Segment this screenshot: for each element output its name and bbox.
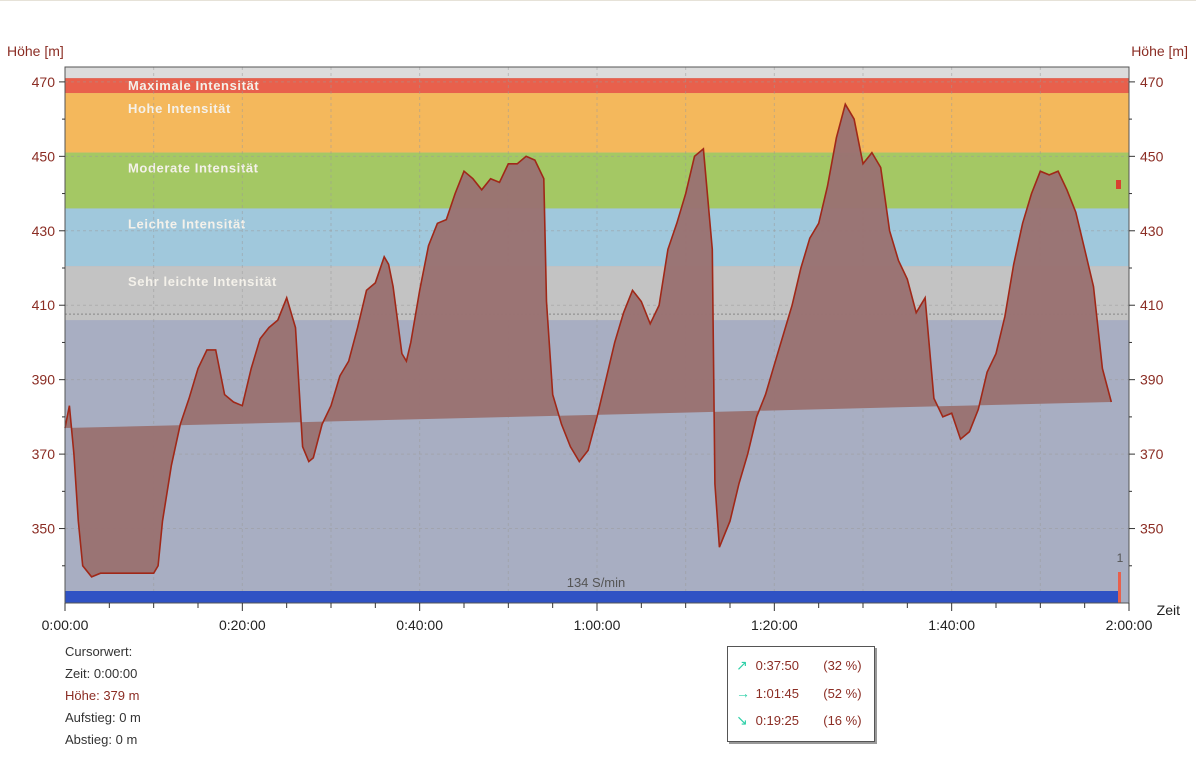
y-tick-label-right: 450 xyxy=(1140,148,1164,164)
intensity-zone xyxy=(65,266,1129,321)
ascent-label: Aufstieg: xyxy=(65,710,116,725)
x-tick-label: 1:00:00 xyxy=(574,617,621,633)
elevation-profile xyxy=(65,104,1112,577)
end-marker xyxy=(1118,572,1121,603)
zone-label: Moderate Intensität xyxy=(128,161,259,176)
y-tick-label-left: 370 xyxy=(32,446,56,462)
plot-top-band xyxy=(65,67,1129,79)
y-tick-label-right: 430 xyxy=(1140,223,1164,239)
time-value: 0:00:00 xyxy=(93,666,138,681)
downhill-percent: (16 %) xyxy=(823,713,862,728)
y-tick-label-right: 350 xyxy=(1140,521,1164,537)
zone-marker xyxy=(1116,180,1121,189)
height-value: 379 m xyxy=(103,688,140,703)
x-tick-label: 2:00:00 xyxy=(1106,617,1153,633)
flat-row: → 1:01:45 (52 %) xyxy=(736,683,862,703)
time-label: Zeit: xyxy=(65,666,91,681)
y-tick-label-left: 450 xyxy=(32,148,56,164)
uphill-row: ↗ 0:37:50 (32 %) xyxy=(736,655,862,675)
flat-time: 1:01:45 xyxy=(755,686,799,701)
downhill-time: 0:19:25 xyxy=(755,713,799,728)
descent-value: 0 m xyxy=(115,732,138,747)
zone-label: Leichte Intensität xyxy=(128,216,246,231)
x-tick-label: 0:00:00 xyxy=(42,617,89,633)
y-tick-label-left: 410 xyxy=(32,297,56,313)
zone-label: Maximale Intensität xyxy=(128,78,259,93)
y-tick-label-right: 470 xyxy=(1140,74,1164,90)
y-tick-label-left: 350 xyxy=(32,521,56,537)
elevation-chart: Maximale Intensität Hohe Intensität Modera… xyxy=(7,43,1188,633)
x-tick-label: 1:40:00 xyxy=(928,617,975,633)
y-tick-label-right: 410 xyxy=(1140,297,1164,313)
uphill-time: 0:37:50 xyxy=(755,658,799,673)
y-axis-label-left: Höhe [m] xyxy=(7,43,64,59)
flat-percent: (52 %) xyxy=(823,686,862,701)
marker-label: 1 xyxy=(1117,551,1124,565)
up-arrow-icon: ↗ xyxy=(736,657,748,673)
x-axis-label: Zeit xyxy=(1157,602,1180,618)
y-tick-label-right: 390 xyxy=(1140,372,1164,388)
cadence-label: 134 S/min xyxy=(567,575,626,590)
cursor-info-title: Cursorwert: xyxy=(65,644,133,659)
zone-label: Hohe Intensität xyxy=(128,101,231,116)
x-tick-label: 0:20:00 xyxy=(219,617,266,633)
uphill-percent: (32 %) xyxy=(823,658,862,673)
downhill-row: ↘ 0:19:25 (16 %) xyxy=(736,710,862,730)
gradient-summary-box: ↗ 0:37:50 (32 %) → 1:01:45 (52 %) ↘ 0:19… xyxy=(727,646,875,742)
right-arrow-icon: → xyxy=(736,685,750,701)
zone-label: Sehr leichte Intensität xyxy=(128,274,277,289)
cadence-bar xyxy=(65,591,1118,603)
descent-label: Abstieg: xyxy=(65,732,112,747)
y-tick-label-left: 470 xyxy=(32,74,56,90)
y-tick-label-left: 430 xyxy=(32,223,56,239)
y-tick-label-right: 370 xyxy=(1140,446,1164,462)
ascent-value: 0 m xyxy=(119,710,141,725)
top-divider xyxy=(0,0,1196,1)
elevation-profile-line xyxy=(64,102,1113,578)
down-arrow-icon: ↘ xyxy=(736,712,748,728)
y-tick-label-left: 390 xyxy=(32,372,56,388)
x-tick-label: 1:20:00 xyxy=(751,617,798,633)
height-label: Höhe: xyxy=(65,688,100,703)
x-tick-label: 0:40:00 xyxy=(396,617,443,633)
y-axis-label-right: Höhe [m] xyxy=(1131,43,1188,59)
cursor-info-panel: Cursorwert: Zeit: 0:00:00 Höhe: 379 m Au… xyxy=(65,641,141,751)
